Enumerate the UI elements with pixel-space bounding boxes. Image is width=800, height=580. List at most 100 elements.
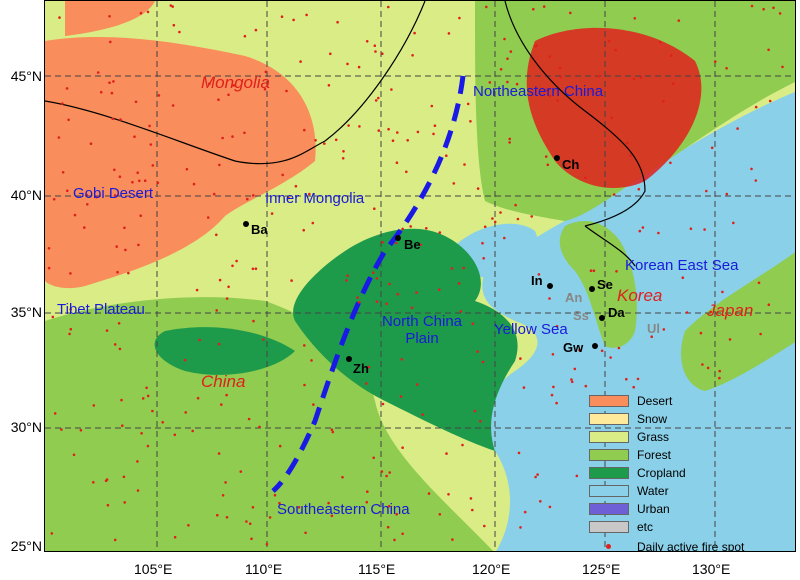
fire-spot	[133, 135, 136, 138]
fire-spot	[156, 181, 160, 184]
label-gobi-desert: Gobi Desert	[73, 185, 154, 202]
fire-spot	[503, 37, 506, 41]
fire-spot	[508, 137, 512, 141]
fire-spot	[136, 171, 139, 174]
fire-spot	[546, 163, 550, 167]
fire-spot	[499, 211, 502, 214]
fire-spot	[329, 52, 332, 56]
fire-spot	[112, 80, 115, 83]
fire-spot	[374, 50, 377, 53]
fire-spot	[246, 197, 249, 201]
fire-spot	[650, 335, 653, 339]
fire-spot	[58, 16, 61, 19]
fire-spot	[432, 132, 435, 136]
fire-spot	[394, 241, 398, 245]
fire-spot	[136, 460, 139, 463]
fire-spot	[323, 142, 326, 145]
fire-spot	[493, 220, 497, 224]
fire-spot	[415, 383, 419, 386]
fire-spot	[395, 161, 399, 164]
fire-spot	[173, 433, 177, 437]
fire-spot	[127, 271, 130, 275]
city-label-zh: Zh	[353, 361, 369, 376]
city-label-ch: Ch	[562, 157, 580, 172]
fire-spot	[625, 141, 629, 145]
fire-spot	[172, 23, 176, 27]
fire-spot	[396, 292, 400, 296]
fire-spot	[750, 167, 753, 171]
map-legend: Desert Snow Grass Forest Cropland Water Urban e…	[589, 394, 795, 551]
fire-spot	[570, 378, 573, 381]
fire-spot	[365, 500, 369, 504]
fire-spot	[387, 127, 390, 131]
fire-spot	[639, 76, 643, 79]
fire-spot	[96, 71, 100, 74]
lon-tick-110: 110°E	[245, 561, 283, 577]
fire-spot	[471, 322, 475, 326]
fire-spot	[519, 357, 522, 360]
fire-spot	[706, 366, 710, 370]
fire-spot	[759, 332, 762, 336]
fire-spot	[173, 535, 177, 539]
lat-tick-25: 25°N	[10, 538, 42, 554]
fire-spot	[433, 124, 437, 127]
fire-spot	[617, 346, 621, 350]
fire-spot	[506, 57, 509, 60]
fire-spot	[721, 290, 724, 294]
fire-spot	[341, 475, 344, 479]
cropland-north-china-plain	[293, 228, 518, 451]
fire-spot	[119, 118, 122, 121]
fire-spot	[514, 203, 517, 207]
fire-spot	[85, 193, 88, 197]
fire-spot	[47, 247, 51, 250]
fire-spot	[231, 264, 234, 268]
fire-spot	[334, 138, 338, 142]
fire-spot	[66, 189, 69, 193]
fire-spot	[191, 429, 194, 433]
fire-spot	[415, 291, 418, 294]
fire-spot	[632, 385, 635, 389]
fire-spot	[217, 98, 220, 101]
fire-spot	[151, 164, 155, 167]
fire-spot	[548, 505, 552, 509]
fire-spot	[225, 393, 228, 397]
fire-spot	[558, 66, 562, 70]
fire-spot	[388, 282, 391, 286]
fire-spot	[399, 395, 403, 398]
lat-tick-30: 30°N	[10, 419, 42, 435]
fire-spot	[421, 413, 425, 416]
fire-spot	[345, 279, 348, 282]
legend-label-water: Water	[637, 484, 669, 498]
city-label-be: Be	[404, 237, 421, 252]
fire-spot	[220, 403, 223, 406]
fire-spot	[65, 87, 69, 90]
fire-spot	[483, 524, 486, 528]
fire-spot	[290, 279, 293, 282]
legend-swatch-grass	[589, 431, 629, 443]
fire-spot	[108, 15, 111, 18]
fire-spot	[67, 118, 70, 122]
fire-spot	[469, 497, 473, 500]
fire-spot	[381, 402, 385, 406]
fire-spot	[365, 382, 368, 385]
fire-spot	[677, 19, 681, 22]
fire-spot	[294, 184, 298, 188]
fire-spot	[703, 228, 706, 231]
fire-spot	[689, 227, 693, 230]
fire-spot	[405, 170, 408, 174]
fire-spot	[638, 229, 642, 233]
fire-spot	[597, 74, 601, 78]
fire-spot	[471, 508, 474, 512]
fire-spot	[491, 217, 494, 220]
fire-spot	[123, 226, 126, 230]
fire-spot	[550, 393, 554, 397]
fire-spot	[768, 99, 772, 103]
fire-spot	[523, 510, 527, 514]
fire-spot	[725, 192, 729, 196]
fire-spot	[50, 532, 54, 535]
fire-spot	[227, 93, 230, 97]
label-mongolia: Mongolia	[201, 73, 270, 92]
legend-swatch-cropland	[589, 467, 629, 479]
fire-spot	[99, 90, 103, 94]
graticule	[45, 1, 795, 551]
